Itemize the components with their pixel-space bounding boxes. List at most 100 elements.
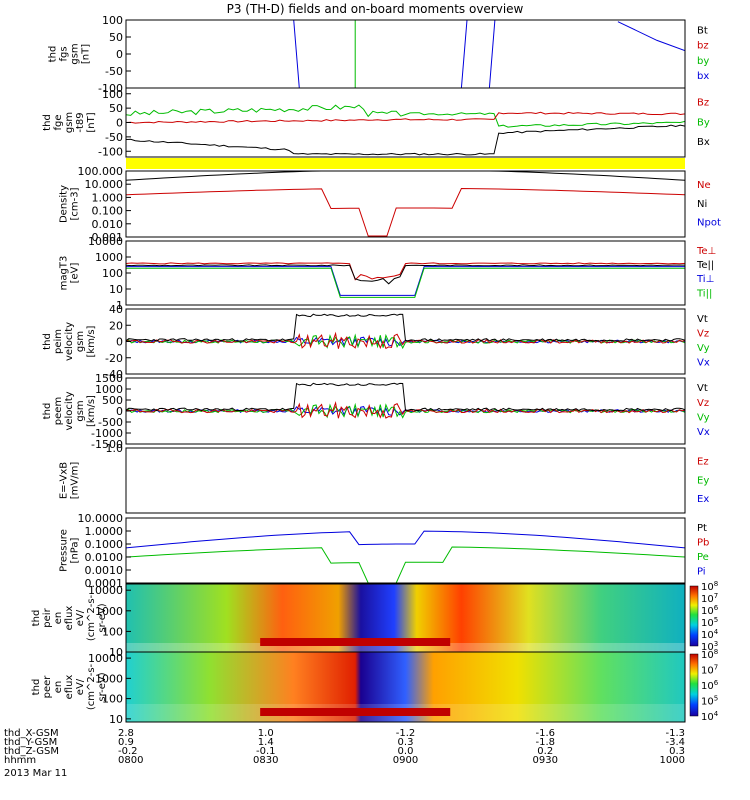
colorbar-scale [689, 585, 699, 647]
axis-row-value: -0.2 [118, 746, 138, 757]
y-tick-label: 100.000 [78, 165, 124, 178]
y-tick-label: -50 [105, 65, 123, 78]
panel-1-legend: Bt bz by bx [697, 26, 709, 82]
y-tick-label: 10000 [88, 584, 123, 597]
axis-row-value: 0830 [253, 755, 278, 766]
panel-10-ylabel: thd peer en eflux eV/(cm^2-s-sr-eV) [31, 663, 108, 710]
series-te-perp [126, 262, 685, 281]
y-tick-label: 40 [109, 303, 123, 316]
ylabel-line: [eV] [70, 263, 81, 284]
ylabel-line: velocity [64, 322, 75, 361]
legend-bx: bx [697, 71, 709, 82]
ylabel-line: thd [48, 46, 59, 63]
panel-1-ylabel: thd fgs gsm [nT] [48, 43, 92, 64]
axis-row-value: 0930 [533, 755, 558, 766]
ylabel-line: en [53, 612, 64, 625]
colorbar-tick: 105 [701, 695, 718, 708]
date-label: 2013 Mar 11 [4, 768, 67, 779]
legend-by: by [697, 56, 709, 67]
chart-title: P3 (TH-D) fields and on-board moments ov… [227, 2, 524, 16]
ylabel-line: magT3 [59, 256, 70, 291]
legend-Vy: Vy [697, 343, 710, 354]
ylabel-line: fgs [59, 46, 70, 61]
panel-1: 100 50 0 -50 -100 thd fgs gsm [nT] Bt bz by bx [48, 14, 710, 95]
ylabel-line: eflux [64, 606, 75, 631]
legend-Npot: Npot [697, 218, 721, 229]
y-tick-label: 1000 [95, 605, 123, 618]
series-pi [126, 530, 685, 549]
axis-row-value: 0.3 [398, 737, 414, 748]
y-tick-label: 1000 [95, 383, 123, 396]
series-ni [126, 171, 685, 181]
legend-By: By [697, 117, 710, 128]
panel-3-legend: Ne Ni Npot [697, 180, 721, 229]
ylabel-line: eflux [64, 675, 75, 700]
y-tick-label: 1000 [95, 251, 123, 264]
legend-Pb: Pb [697, 537, 709, 548]
y-tick-label: 0 [116, 336, 123, 349]
panel-9-ylabel: thd peir en eflux eV/(cm^2-s-sr-eV) [31, 594, 108, 641]
series-bx-2 [460, 20, 468, 88]
y-tick-label: -40 [105, 368, 123, 381]
colorbar-scale [689, 653, 699, 717]
axis-row-value: 2.8 [118, 728, 134, 739]
y-tick-label: -1500 [91, 438, 123, 451]
legend-Vt: Vt [697, 314, 708, 325]
ylabel-line: velocity [64, 391, 75, 430]
y-tick-label: 50 [109, 102, 123, 115]
y-tick-label: 100 [102, 88, 123, 101]
ylabel-line: thd [42, 114, 53, 131]
panel-8-legend: Pt Pb Pe Pi [697, 523, 709, 577]
y-tick-label: 500 [102, 394, 123, 407]
y-tick-label: 1.000 [92, 191, 124, 204]
legend-Ne: Ne [697, 180, 711, 191]
ylabel-line: Pressure [59, 529, 70, 572]
colorbar-tick: 107 [701, 664, 718, 677]
legend-Te⊥: Te⊥ [696, 246, 716, 257]
y-tick-label: 1000 [95, 672, 123, 685]
y-tick-label: -100 [98, 145, 123, 158]
axis-row-value: -1.3 [665, 728, 685, 739]
legend-bz: bz [697, 41, 709, 52]
legend-Ez: Ez [697, 457, 709, 468]
y-tick-label: 1 [116, 299, 123, 312]
ylabel-line: peer [42, 675, 53, 699]
panel-8-ylabel: Pressure [nPa] [59, 529, 81, 572]
ylabel-line: sr-eV) [97, 672, 108, 701]
panel-2-plot-area [126, 104, 685, 156]
legend-Vz: Vz [697, 328, 709, 339]
axis-row-label: thd_Z-GSM [4, 746, 59, 757]
y-tick-label: 100 [102, 14, 123, 27]
axis-row-value: 0.2 [537, 746, 553, 757]
y-tick-label: 0.001 [92, 231, 124, 244]
panel-4-plot-area [126, 262, 685, 298]
ylabel-line: thd [42, 403, 53, 420]
y-tick-label: -50 [105, 131, 123, 144]
axis-row-label: hhmm [4, 755, 36, 766]
y-tick-label: 1.0000 [85, 525, 124, 538]
panel-10-plot-area [126, 652, 685, 722]
panel-4-ylabel: magT3 [eV] [59, 256, 81, 291]
axis-row-value: 1.0 [258, 728, 274, 739]
axis-row-value: 0.3 [669, 746, 685, 757]
colorbar-tick: 106 [701, 679, 719, 692]
ylabel-line: peem [53, 397, 64, 425]
y-tick-label: 0.100 [92, 205, 124, 218]
panel-8-plot-area [126, 530, 685, 583]
y-tick-label: 10 [109, 713, 123, 726]
panel-2-frame [125, 87, 686, 158]
panel-3-frame [125, 170, 686, 238]
series-bt [617, 21, 685, 52]
colorbar-tick: 108 [701, 648, 718, 661]
legend-Te||: Te|| [696, 260, 714, 271]
legend-Pt: Pt [697, 523, 707, 534]
y-tick-label: 0.0001 [85, 577, 124, 590]
panel-8-frame [125, 517, 686, 584]
ylabel-line: thd [42, 333, 53, 350]
